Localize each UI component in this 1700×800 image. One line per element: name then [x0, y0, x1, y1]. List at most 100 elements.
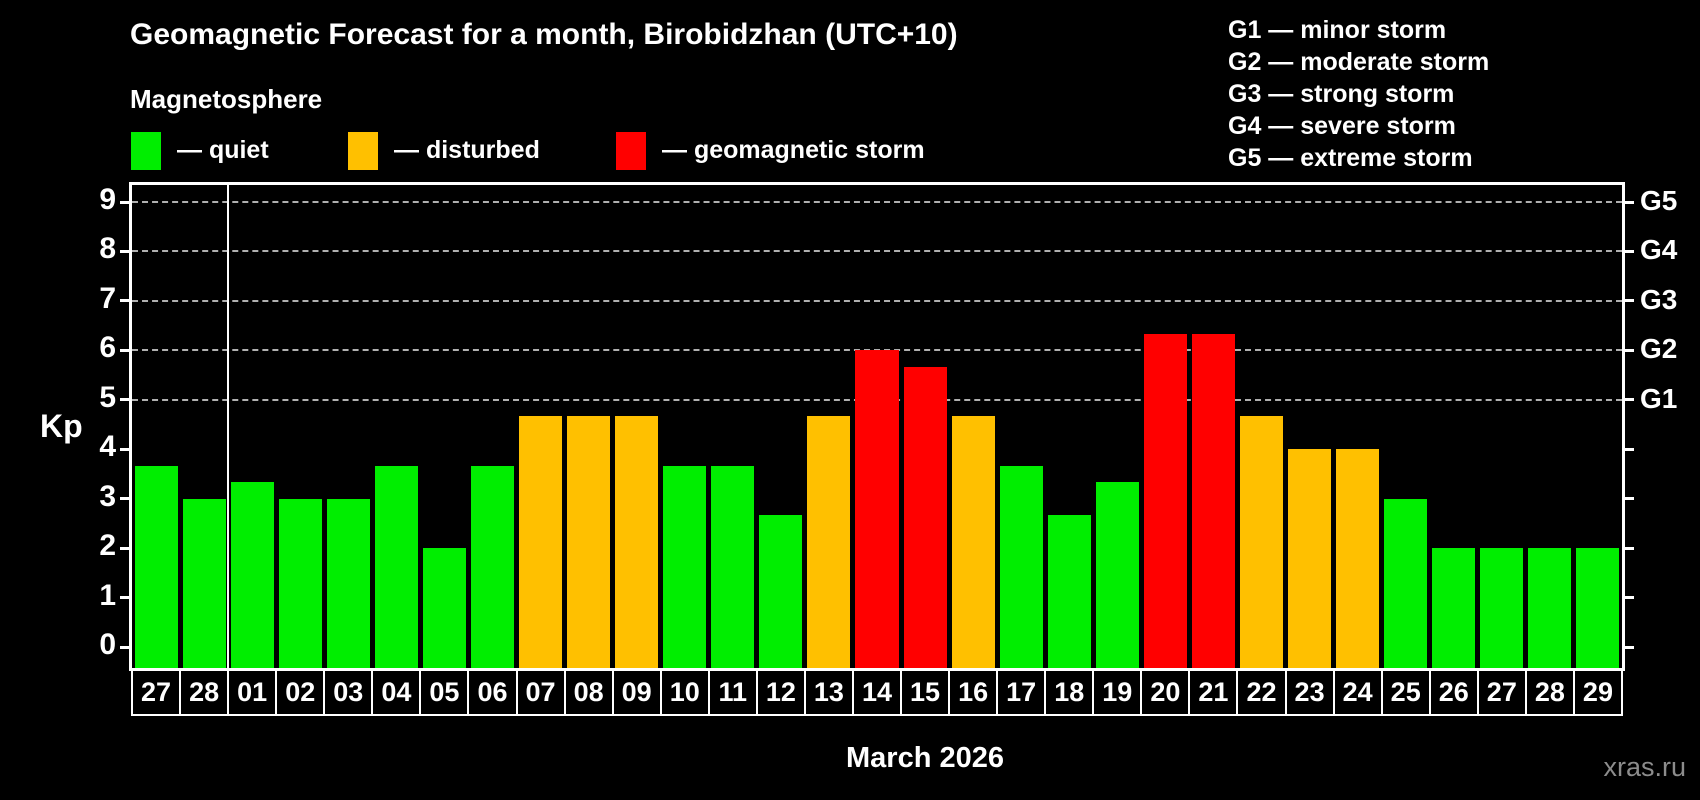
x-axis-title: March 2026: [846, 742, 1004, 774]
y-axis-title: Kp: [40, 408, 83, 444]
day-label-25-24: 24: [1332, 668, 1383, 716]
right-axis-label-G5: G5: [1640, 185, 1678, 217]
day-label-0-27: 27: [131, 668, 182, 716]
right-axis-label-G3: G3: [1640, 283, 1678, 315]
magnetosphere-label: Magnetosphere: [130, 84, 323, 114]
kp-bar-13: [807, 416, 851, 668]
kp-bar-05: [422, 548, 466, 668]
day-label-1-28: 28: [179, 668, 230, 716]
kp-bar-21: [1191, 334, 1235, 668]
right-tick-5: [1624, 398, 1634, 402]
day-label-23-22: 22: [1236, 668, 1287, 716]
page-title: Geomagnetic Forecast for a month, Birobi…: [130, 18, 958, 51]
kp-bar-28: [182, 498, 226, 668]
kp-bar-07: [519, 416, 563, 668]
storm-scale-line-g1: G1 — minor storm: [1228, 16, 1447, 44]
day-label-16-15: 15: [900, 668, 951, 716]
y-tick-label-1: 1: [99, 578, 116, 612]
right-axis-label-G4: G4: [1640, 234, 1678, 266]
storm-scale-line-g5: G5 — extreme storm: [1228, 144, 1473, 172]
gridline-kp7: [132, 299, 1622, 302]
right-tick-6: [1624, 348, 1634, 352]
storm-scale-line-g2: G2 — moderate storm: [1228, 48, 1490, 76]
kp-bar-09: [615, 416, 659, 668]
day-label-8-07: 07: [515, 668, 566, 716]
kp-bar-04: [374, 465, 418, 668]
right-axis-label-G1: G1: [1640, 382, 1678, 414]
y-tick-label-4: 4: [99, 430, 116, 464]
kp-bar-12: [759, 514, 803, 668]
kp-bar-01: [230, 482, 274, 668]
month-boundary-line: [227, 185, 230, 668]
y-tick-label-5: 5: [99, 380, 116, 414]
kp-bar-06: [470, 465, 514, 668]
day-label-22-21: 21: [1188, 668, 1239, 716]
storm-scale-line-g3: G3 — strong storm: [1228, 80, 1455, 108]
day-label-20-19: 19: [1092, 668, 1143, 716]
day-label-2-01: 01: [227, 668, 278, 716]
y-tick-3: [120, 497, 130, 501]
kp-bar-27: [134, 465, 178, 668]
day-label-11-10: 10: [659, 668, 710, 716]
y-tick-1: [120, 596, 130, 600]
day-label-6-05: 05: [419, 668, 470, 716]
gridline-kp8: [132, 250, 1622, 253]
day-label-27-26: 26: [1428, 668, 1479, 716]
day-label-15-14: 14: [851, 668, 903, 716]
y-tick-4: [120, 447, 130, 451]
legend-label-disturbed: — disturbed: [394, 136, 540, 164]
kp-bar-19: [1095, 482, 1139, 668]
kp-bar-15: [903, 366, 947, 668]
kp-bar-25: [1384, 498, 1428, 668]
kp-bar-27: [1480, 548, 1524, 668]
kp-bar-28: [1528, 548, 1572, 668]
y-tick-label-8: 8: [99, 232, 116, 266]
y-tick-label-2: 2: [99, 529, 116, 563]
y-tick-5: [120, 398, 130, 402]
right-tick-0: [1624, 645, 1634, 649]
watermark: xras.ru: [1603, 752, 1686, 782]
right-tick-7: [1624, 299, 1634, 303]
storm-swatch-icon: [616, 132, 646, 170]
day-label-9-08: 08: [563, 668, 614, 716]
right-tick-3: [1624, 497, 1634, 501]
day-label-24-23: 23: [1284, 668, 1335, 716]
y-tick-6: [120, 348, 130, 352]
kp-bar-11: [711, 465, 755, 668]
y-tick-7: [120, 299, 130, 303]
kp-bar-03: [326, 498, 370, 668]
disturbed-swatch-icon: [348, 132, 378, 170]
day-label-5-04: 04: [371, 668, 422, 716]
kp-bar-16: [951, 416, 995, 668]
kp-bar-14: [855, 350, 899, 668]
kp-bar-20: [1143, 334, 1187, 668]
right-tick-4: [1624, 447, 1634, 451]
y-tick-9: [120, 200, 130, 204]
day-label-4-03: 03: [323, 668, 374, 716]
day-label-21-20: 20: [1140, 668, 1191, 716]
day-label-26-25: 25: [1380, 668, 1431, 716]
kp-bar-10: [663, 465, 707, 668]
right-tick-1: [1624, 596, 1634, 600]
kp-bar-17: [999, 465, 1043, 668]
legend-label-quiet: — quiet: [177, 136, 269, 164]
kp-bar-22: [1239, 416, 1284, 668]
right-tick-8: [1624, 249, 1634, 253]
gridline-kp9: [132, 201, 1622, 204]
legend-label-storm: — geomagnetic storm: [662, 136, 925, 164]
quiet-swatch-icon: [131, 132, 161, 170]
y-tick-label-3: 3: [99, 479, 116, 513]
day-label-29-28: 28: [1524, 668, 1575, 716]
day-label-10-09: 09: [611, 668, 662, 716]
kp-bar-26: [1432, 548, 1476, 668]
day-label-7-06: 06: [467, 668, 518, 716]
y-tick-8: [120, 249, 130, 253]
kp-bar-18: [1047, 514, 1091, 668]
y-tick-label-6: 6: [99, 331, 116, 365]
y-tick-0: [120, 645, 130, 649]
day-label-13-12: 12: [755, 668, 806, 716]
y-tick-label-7: 7: [99, 281, 116, 315]
day-label-17-16: 16: [948, 668, 999, 716]
day-label-28-27: 27: [1476, 668, 1527, 716]
